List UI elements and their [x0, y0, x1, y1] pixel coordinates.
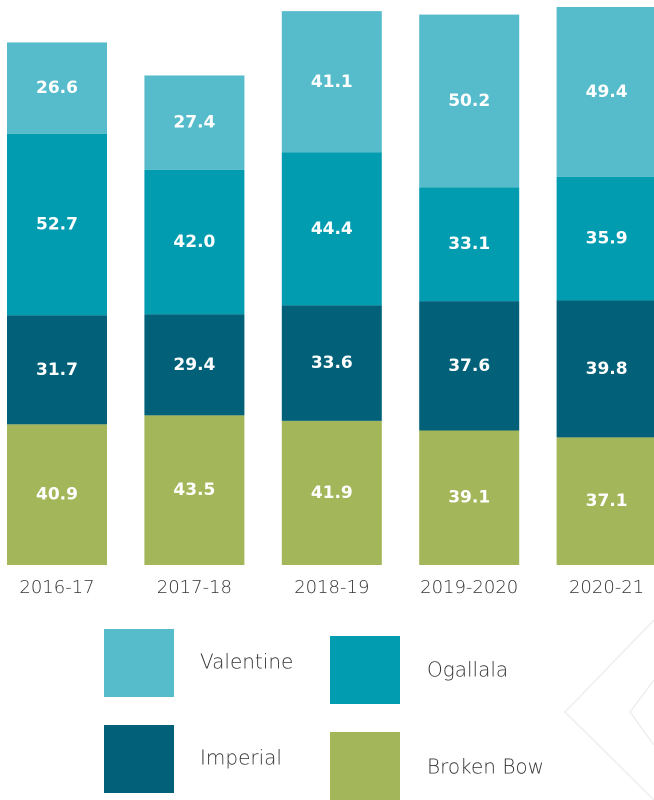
value-label: 33.6: [311, 353, 353, 373]
value-label: 31.7: [36, 360, 78, 380]
bar-segment: [556, 300, 654, 438]
bar-segment: [281, 11, 382, 153]
bar-segment: [556, 7, 654, 177]
legend-label: Broken Bow: [427, 755, 544, 779]
bar-segment: [281, 152, 382, 306]
value-label: 37.1: [586, 491, 628, 511]
legend-swatch: [104, 629, 174, 697]
value-label: 43.5: [173, 480, 215, 500]
bar-segment: [7, 424, 107, 565]
value-label: 26.6: [36, 78, 78, 98]
bar-segment: [419, 301, 520, 431]
value-label: 33.1: [448, 234, 490, 254]
chevron: [629, 679, 654, 746]
bar-segment: [281, 305, 382, 421]
value-label: 44.4: [311, 219, 353, 239]
x-tick-label: 2020-21: [569, 577, 644, 598]
value-label: 49.4: [586, 82, 628, 102]
value-label: 27.4: [173, 113, 215, 133]
value-label: 37.6: [448, 356, 490, 376]
bar-segment: [7, 42, 107, 134]
value-label: 41.1: [311, 72, 353, 92]
chevron: [563, 619, 654, 800]
bar-segment: [281, 420, 382, 565]
legend-label: Ogallala: [427, 658, 508, 682]
bar-segment: [419, 430, 520, 565]
x-tick-label: 2018-19: [294, 577, 369, 598]
bar-segment: [419, 187, 520, 302]
legend-label: Valentine: [200, 650, 293, 674]
value-label: 42.0: [173, 232, 215, 252]
value-label: 35.9: [586, 229, 628, 249]
value-label: 40.9: [36, 485, 78, 505]
bar-segment: [7, 133, 107, 316]
bar-segment: [556, 176, 654, 301]
bar-segment: [144, 169, 245, 315]
value-label: 41.9: [311, 483, 353, 503]
x-tick-label: 2017-18: [157, 577, 232, 598]
legend-label: Imperial: [200, 746, 282, 770]
legend-swatch: [330, 636, 400, 704]
bar-segment: [556, 437, 654, 565]
value-label: 52.7: [36, 215, 78, 235]
bar-segment: [144, 314, 245, 416]
x-tick-label: 2016-17: [19, 577, 94, 598]
value-label: 29.4: [173, 355, 215, 375]
x-tick-label: 2019-2020: [420, 577, 518, 598]
bar-segment: [144, 75, 245, 170]
background-decoration: [563, 619, 654, 800]
legend-swatch: [330, 732, 400, 800]
bar-segment: [144, 415, 245, 565]
value-label: 50.2: [448, 91, 490, 111]
legend-swatch: [104, 725, 174, 793]
value-label: 39.8: [586, 359, 628, 379]
value-label: 39.1: [448, 488, 490, 508]
bar-segment: [419, 14, 520, 188]
bar-segment: [7, 315, 107, 425]
